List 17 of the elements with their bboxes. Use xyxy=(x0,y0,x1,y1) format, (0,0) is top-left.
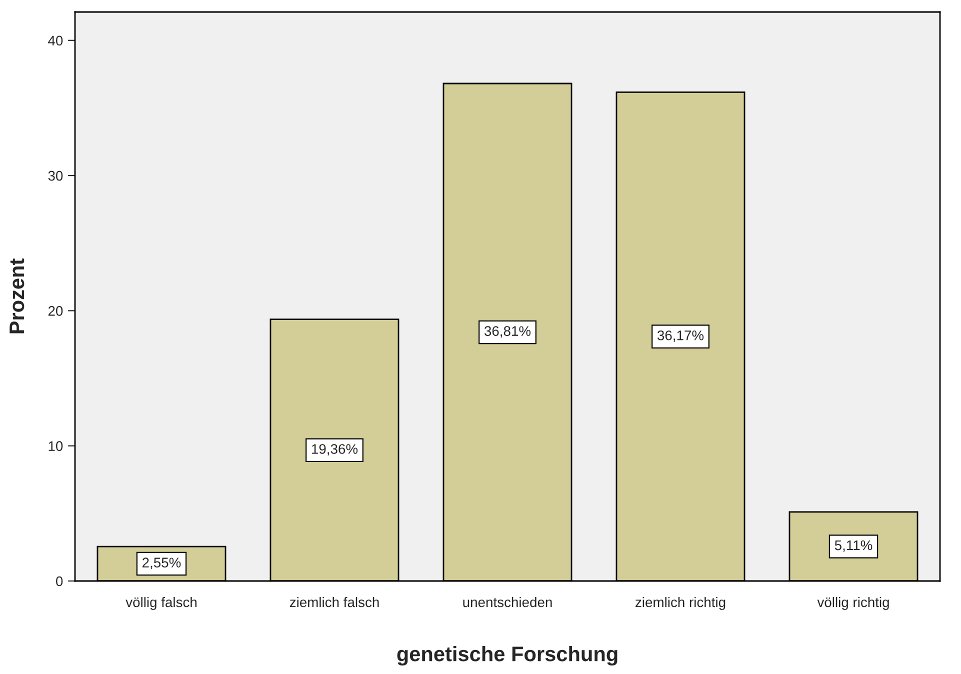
y-axis-title: Prozent xyxy=(10,258,24,334)
y-tick-label: 0 xyxy=(56,576,63,586)
data-label: 36,17% xyxy=(657,330,704,342)
y-tick-label: 20 xyxy=(48,306,63,316)
x-tick-label: unentschieden xyxy=(463,596,552,608)
x-tick-label: ziemlich falsch xyxy=(290,596,379,608)
data-label: 36,81% xyxy=(484,326,531,338)
x-tick-label: völlig falsch xyxy=(126,596,196,610)
x-tick-label: völlig richtig xyxy=(817,596,889,610)
data-label: 2,55% xyxy=(142,558,181,570)
data-label: 5,11% xyxy=(834,540,872,552)
y-tick-label: 40 xyxy=(48,36,63,46)
y-tick-label: 30 xyxy=(48,170,63,181)
data-label: 19,36% xyxy=(312,444,358,456)
x-tick-label: ziemlich richtig xyxy=(636,596,726,610)
y-tick-label: 10 xyxy=(48,441,63,452)
x-axis-title: genetische Forschung xyxy=(397,646,618,666)
